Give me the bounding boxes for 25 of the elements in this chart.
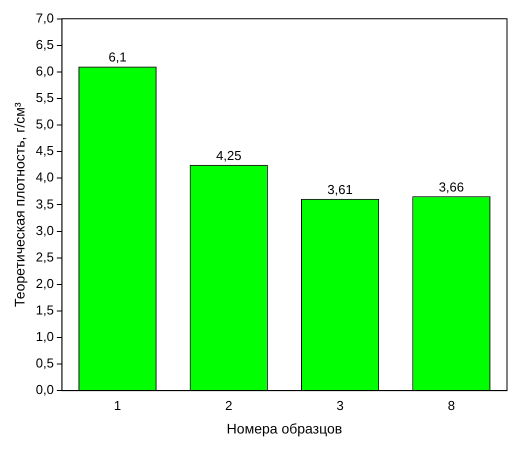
y-tick-label: 5,5	[36, 90, 54, 106]
y-tick-label: 7,0	[36, 10, 54, 26]
y-tick-label: 3,5	[36, 196, 54, 212]
x-tick-label: 2	[225, 398, 232, 413]
y-tick-label: 0,0	[36, 382, 54, 398]
x-tick-label: 8	[448, 398, 455, 413]
y-tick-label: 5,0	[36, 116, 54, 132]
y-tick-label: 3,0	[36, 222, 54, 238]
y-tick-label: 1,0	[36, 329, 54, 344]
y-axis-title: Теоретическая плотность, г/см³	[11, 102, 28, 307]
data-label: 3,66	[438, 179, 464, 194]
x-axis-title: Номера образцов	[226, 420, 342, 436]
data-label: 6,1	[108, 50, 127, 65]
y-tick-label: 2,0	[36, 276, 54, 291]
y-tick-label: 2,5	[36, 249, 54, 264]
y-tick-label: 6,5	[36, 36, 54, 52]
y-tick-label: 1,5	[36, 302, 54, 318]
x-tick-label: 3	[336, 398, 344, 413]
data-label: 3,61	[327, 182, 353, 197]
y-tick-label: 0,5	[36, 356, 54, 371]
x-tick-label: 1	[114, 398, 122, 413]
y-tick-label: 4,0	[36, 170, 54, 185]
y-tick-label: 6,0	[36, 63, 54, 78]
y-tick-label: 4,5	[36, 143, 54, 158]
data-label: 4,25	[216, 148, 242, 163]
